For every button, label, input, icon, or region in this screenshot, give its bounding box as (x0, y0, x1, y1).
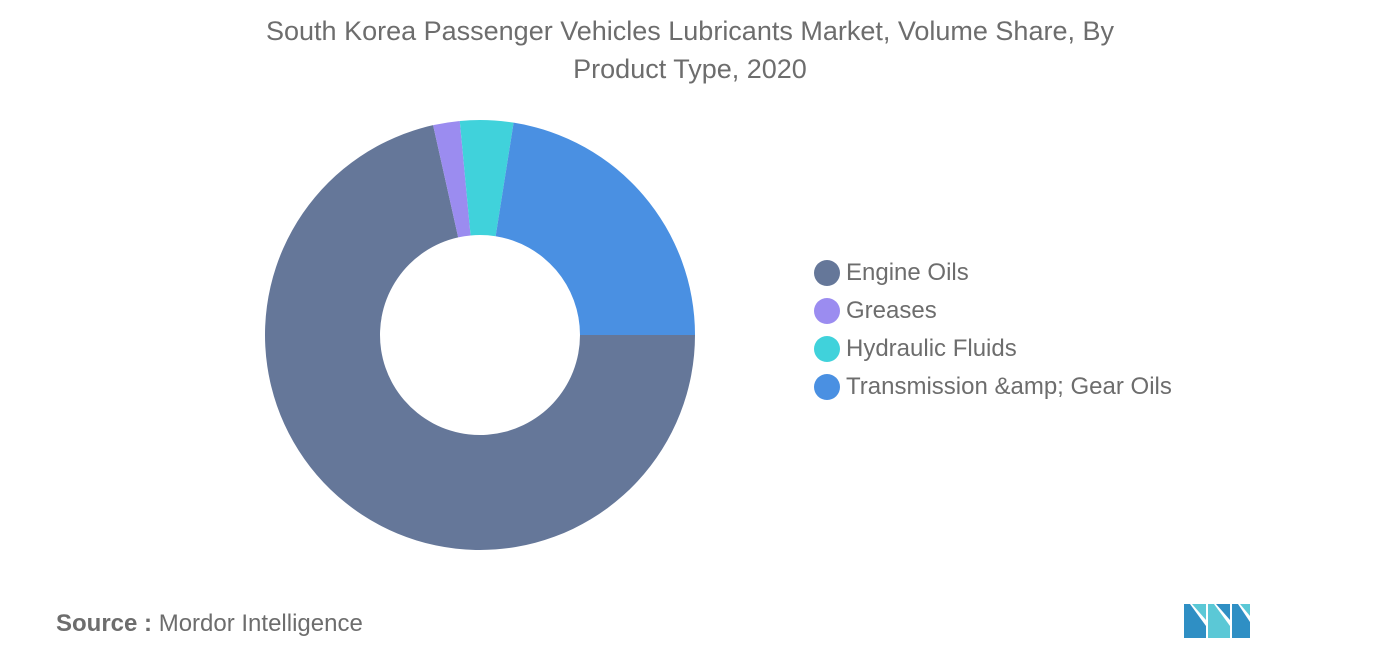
legend-label: Greases (846, 297, 937, 324)
slice-hydraulic-fluids (459, 120, 514, 237)
legend-label: Transmission &amp; Gear Oils (846, 373, 1172, 400)
legend-swatch (814, 336, 840, 362)
legend-label: Hydraulic Fluids (846, 335, 1017, 362)
chart-legend: Engine Oils Greases Hydraulic Fluids Transm… (814, 254, 1172, 406)
legend-item: Engine Oils (814, 254, 1172, 292)
source-note: Source : Mordor Intelligence (56, 610, 363, 638)
chart-title: South Korea Passenger Vehicles Lubricant… (140, 12, 1240, 88)
source-value: Mordor Intelligence (158, 610, 363, 637)
slice-transmission-amp-gear-oils (495, 122, 695, 335)
legend-swatch (814, 260, 840, 286)
chart-title-line-1: South Korea Passenger Vehicles Lubricant… (266, 16, 1114, 46)
chart-title-line-2: Product Type, 2020 (573, 54, 807, 84)
legend-label: Engine Oils (846, 259, 969, 286)
donut-slices (265, 120, 695, 551)
legend-swatch (814, 374, 840, 400)
mordor-intelligence-logo-icon (1184, 604, 1250, 638)
slice-engine-oils (265, 125, 695, 551)
legend-swatch (814, 298, 840, 324)
legend-item: Greases (814, 292, 1172, 330)
slice-greases (433, 120, 471, 238)
source-label: Source : (56, 610, 153, 637)
legend-item: Transmission &amp; Gear Oils (814, 368, 1172, 406)
legend-item: Hydraulic Fluids (814, 330, 1172, 368)
